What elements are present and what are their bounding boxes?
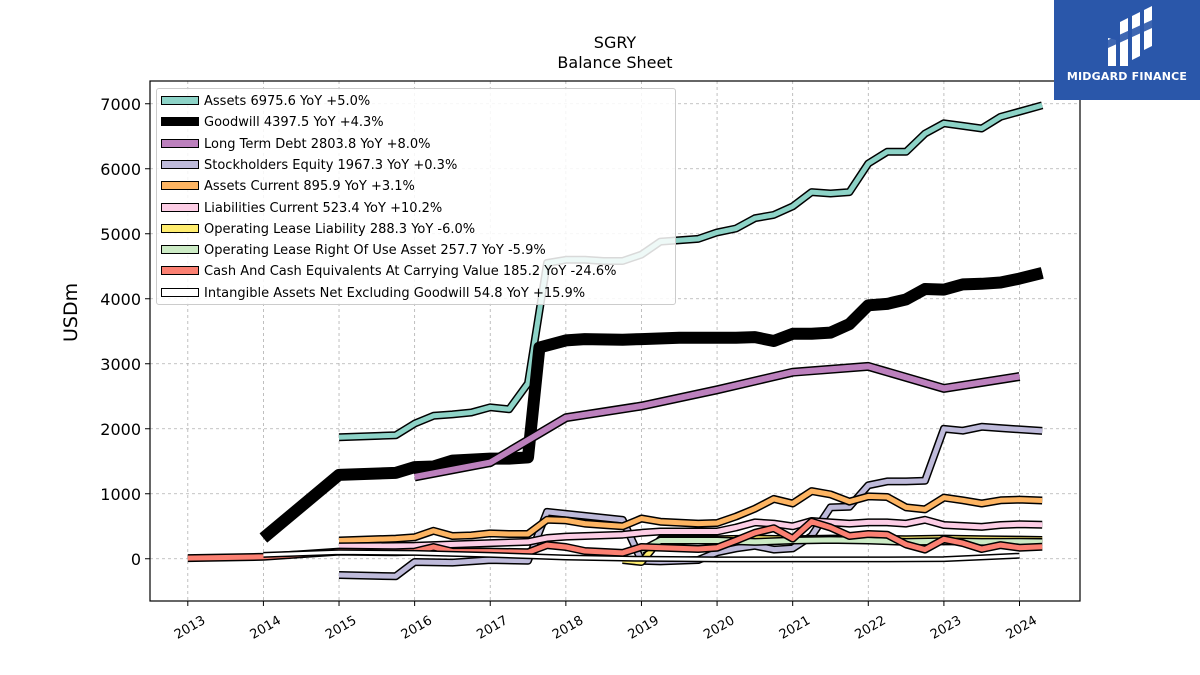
y-tick-label: 0 <box>131 550 141 569</box>
series-line-4 <box>338 488 1043 543</box>
series-line-8 <box>187 519 1043 561</box>
chart-legend: Assets 6975.6 YoY +5.0% Goodwill 4397.5 Y… <box>156 88 676 305</box>
y-tick-label: 6000 <box>100 160 141 179</box>
plot-frame <box>149 80 1081 602</box>
legend-swatch <box>161 96 199 105</box>
legend-entry: Liabilities Current 523.4 YoY +10.2% <box>157 198 675 220</box>
y-tick-label: 5000 <box>100 225 141 244</box>
series-line-1 <box>260 268 1044 542</box>
x-tick-label: 2020 <box>701 613 737 643</box>
legend-entry: Long Term Debt 2803.8 YoY +8.0% <box>157 134 675 156</box>
chart-title-ticker: SGRY <box>593 33 637 52</box>
legend-swatch <box>161 202 199 212</box>
x-tick-label: 2016 <box>399 613 435 643</box>
series-line-5 <box>338 517 1043 549</box>
y-tick-label: 3000 <box>100 355 141 374</box>
legend-swatch <box>161 266 199 276</box>
legend-label: Stockholders Equity 1967.3 YoY +0.3% <box>204 157 458 173</box>
legend-swatch <box>161 287 199 297</box>
series-line-7 <box>640 537 1043 553</box>
x-tick-label: 2021 <box>777 613 813 643</box>
legend-entry: Operating Lease Liability 288.3 YoY -6.0… <box>157 219 675 241</box>
legend-swatch <box>161 159 199 169</box>
midgard-finance-logo: MIDGARD FINANCE <box>1054 0 1200 100</box>
y-axis-label: USDm <box>60 282 82 342</box>
legend-swatch <box>161 181 199 191</box>
x-tick-label: 2018 <box>550 613 586 643</box>
x-tick-label: 2023 <box>928 613 964 643</box>
logo-text: MIDGARD FINANCE <box>1066 70 1188 83</box>
legend-swatch <box>161 245 199 255</box>
legend-entry: Cash And Cash Equivalents At Carrying Va… <box>157 261 675 283</box>
y-tick-label: 4000 <box>100 290 141 309</box>
legend-swatch <box>161 138 199 148</box>
legend-swatch <box>161 223 199 233</box>
legend-entry: Assets Current 895.9 YoY +3.1% <box>157 176 675 198</box>
chart-title-subtitle: Balance Sheet <box>557 53 673 72</box>
x-tick-label: 2024 <box>1004 613 1040 643</box>
midgard-logo-icon <box>1108 6 1152 66</box>
legend-entry: Assets 6975.6 YoY +5.0% <box>157 91 675 113</box>
series-lines <box>187 101 1044 581</box>
series-line-2 <box>414 363 1020 480</box>
y-tick-label: 1000 <box>100 485 141 504</box>
legend-label: Liabilities Current 523.4 YoY +10.2% <box>204 200 443 216</box>
legend-swatch <box>161 117 199 127</box>
y-tick-label: 7000 <box>100 95 141 114</box>
series-line-9 <box>263 550 1020 561</box>
x-tick-label: 2015 <box>323 613 359 643</box>
legend-label: Operating Lease Right Of Use Asset 257.7… <box>204 243 546 259</box>
series-line-0 <box>338 102 1043 440</box>
legend-entry: Operating Lease Right Of Use Asset 257.7… <box>157 240 675 262</box>
legend-label: Goodwill 4397.5 YoY +4.3% <box>204 115 384 131</box>
legend-entry: Intangible Assets Net Excluding Goodwill… <box>157 283 675 305</box>
legend-label: Intangible Assets Net Excluding Goodwill… <box>204 285 586 301</box>
x-tick-label: 2019 <box>626 613 662 643</box>
x-tick-label: 2014 <box>248 613 284 643</box>
series-line-3 <box>338 424 1043 579</box>
x-tick-label: 2022 <box>852 613 888 643</box>
legend-entry: Stockholders Equity 1967.3 YoY +0.3% <box>157 155 675 177</box>
legend-label: Assets 6975.6 YoY +5.0% <box>204 94 371 109</box>
legend-label: Cash And Cash Equivalents At Carrying Va… <box>204 264 617 280</box>
legend-entry: Goodwill 4397.5 YoY +4.3% <box>157 112 675 134</box>
legend-label: Long Term Debt 2803.8 YoY +8.0% <box>204 136 431 152</box>
x-tick-label: 2013 <box>172 613 208 643</box>
legend-label: Operating Lease Liability 288.3 YoY -6.0… <box>204 221 476 237</box>
y-tick-label: 2000 <box>100 420 141 439</box>
legend-label: Assets Current 895.9 YoY +3.1% <box>204 179 415 195</box>
x-tick-label: 2017 <box>474 613 510 643</box>
